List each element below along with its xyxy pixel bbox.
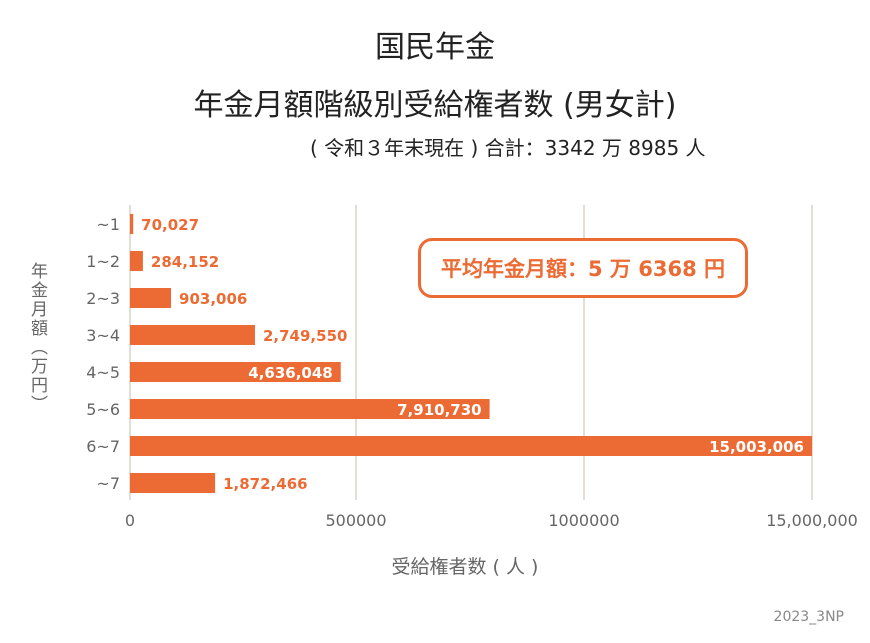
- bar: [130, 362, 341, 382]
- y-tick-label: 4~5: [86, 363, 120, 382]
- y-axis-label: 年金月額（万円）: [27, 262, 47, 414]
- x-tick-label: 500000: [325, 511, 386, 530]
- y-tick-label: 5~6: [86, 400, 120, 419]
- credit-label: 2023_3NP: [773, 609, 844, 625]
- chart-title-line1: 国民年金: [375, 30, 495, 65]
- x-tick-label: 0: [125, 511, 135, 530]
- data-label: 1,872,466: [223, 475, 307, 493]
- x-tick-label: 1000000: [548, 511, 619, 530]
- data-label: 15,003,006: [709, 438, 804, 456]
- y-tick-label: 6~7: [86, 437, 120, 456]
- bar: [130, 473, 216, 493]
- average-pension-callout: 平均年金月額：5 万 6368 円: [418, 238, 748, 298]
- x-tick-label: 15,000,000: [766, 511, 858, 530]
- x-axis-label: 受給権者数 ( 人 ): [391, 556, 539, 578]
- bar: [130, 288, 172, 308]
- bar: [130, 214, 134, 234]
- y-tick-label: 2~3: [86, 289, 120, 308]
- chart-title-line2: 年金月額階級別受給権者数 (男女計): [193, 88, 677, 123]
- bar: [130, 436, 812, 456]
- bar: [130, 251, 143, 271]
- data-label: 70,027: [141, 216, 199, 234]
- y-tick-label: 3~4: [86, 326, 120, 345]
- data-label: 7,910,730: [397, 401, 481, 419]
- data-label: 903,006: [179, 290, 247, 308]
- data-label: 284,152: [151, 253, 219, 271]
- chart-subtitle: ( 令和３年末現在 ) 合計：3342 万 8985 人: [310, 136, 706, 160]
- y-tick-label: ~1: [96, 215, 120, 234]
- bar: [130, 399, 490, 419]
- data-label: 4,636,048: [248, 364, 332, 382]
- data-label: 2,749,550: [263, 327, 347, 345]
- bar: [130, 325, 255, 345]
- y-tick-label: ~7: [96, 474, 120, 493]
- y-tick-label: 1~2: [86, 252, 120, 271]
